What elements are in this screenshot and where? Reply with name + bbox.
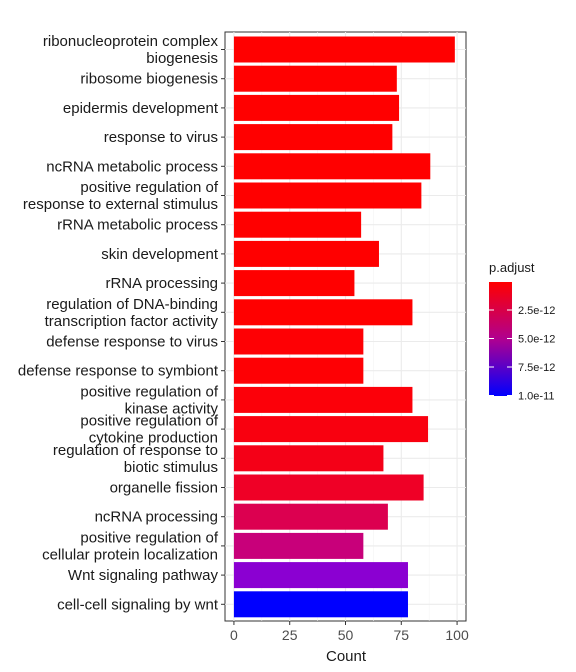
bar	[233, 445, 384, 472]
legend-colorbar	[489, 282, 512, 396]
category-label: ncRNA processing	[95, 509, 218, 526]
category-label: cell-cell signaling by wnt	[57, 596, 219, 613]
x-tick-label: 75	[393, 627, 409, 643]
category-label: ribonucleoprotein complex biogenesis	[43, 33, 219, 67]
bar	[233, 36, 455, 63]
bar	[233, 94, 400, 121]
category-label: defense response to symbiont	[18, 363, 219, 380]
category-label: Wnt signaling pathway	[68, 567, 219, 584]
legend-tick-label: 2.5e-12	[518, 305, 555, 317]
x-tick-label: 25	[282, 627, 298, 643]
x-axis: 0 25 50 75 100	[230, 621, 469, 643]
category-label: skin development	[101, 246, 219, 263]
bar	[233, 386, 413, 413]
color-legend: p.adjust 2.5e-12 5.0e-12 7.5e-12 1.0e-11	[489, 260, 555, 403]
category-label: ncRNA metabolic process	[46, 158, 218, 175]
category-label: regulation of response to biotic stimulus	[53, 442, 218, 476]
bar	[233, 240, 379, 267]
legend-title: p.adjust	[489, 260, 535, 275]
bar	[233, 532, 364, 559]
bar	[233, 357, 364, 384]
category-label: defense response to virus	[46, 334, 218, 351]
x-tick-label: 0	[230, 627, 238, 643]
legend-tick-label: 1.0e-11	[518, 391, 555, 403]
category-label: regulation of DNA-binding transcription f…	[45, 296, 219, 330]
bar	[233, 65, 397, 92]
bar	[233, 503, 388, 530]
category-label: response to virus	[104, 129, 218, 146]
category-label: positive regulation of cellular protein l…	[42, 529, 219, 563]
legend-tick-label: 7.5e-12	[518, 362, 555, 374]
bar	[233, 562, 408, 589]
bars	[233, 36, 455, 618]
category-label: organelle fission	[110, 480, 218, 497]
bar	[233, 474, 424, 501]
bar	[233, 328, 364, 355]
category-label: positive regulation of kinase activity	[80, 383, 218, 417]
bar	[233, 299, 413, 326]
x-tick-label: 50	[338, 627, 354, 643]
category-labels: ribonucleoprotein complex biogenesis ribos…	[18, 33, 225, 613]
category-label: rRNA metabolic process	[57, 217, 218, 234]
legend-tick-label: 5.0e-12	[518, 334, 555, 346]
category-label: rRNA processing	[105, 275, 218, 292]
bar	[233, 270, 355, 297]
x-tick-label: 100	[445, 627, 469, 643]
bar	[233, 591, 408, 618]
bar	[233, 211, 362, 238]
bar	[233, 124, 393, 151]
bar	[233, 153, 431, 180]
category-label: positive regulation of cytokine productio…	[80, 413, 218, 447]
category-label: positive regulation of response to extern…	[23, 179, 219, 213]
category-label: ribosome biogenesis	[80, 71, 218, 88]
legend-ticks: 2.5e-12 5.0e-12 7.5e-12 1.0e-11	[489, 305, 555, 403]
bar	[233, 416, 429, 443]
bar	[233, 182, 422, 209]
x-axis-title: Count	[326, 648, 367, 665]
category-label: epidermis development	[63, 100, 219, 117]
